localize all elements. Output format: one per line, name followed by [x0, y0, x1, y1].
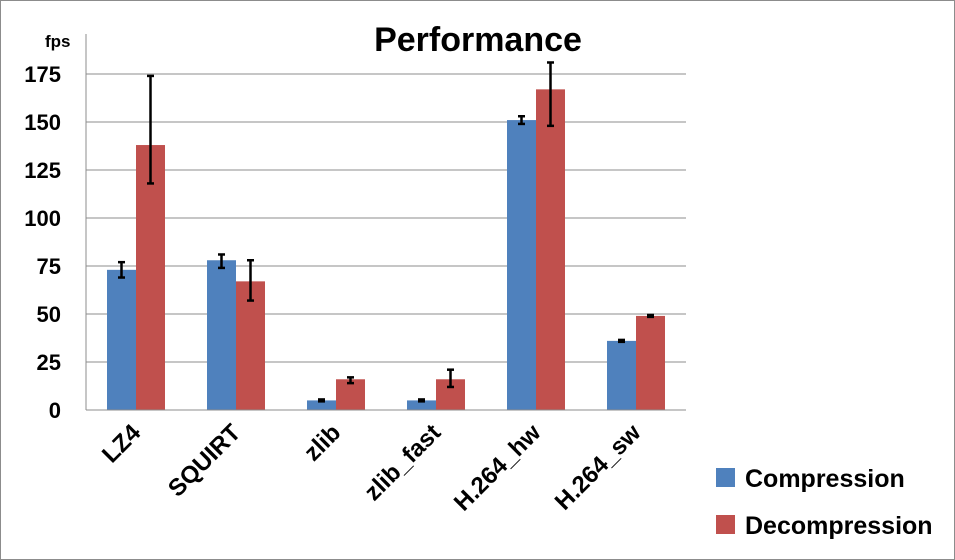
bar-compression-h-264-hw	[507, 120, 536, 410]
y-tick-label: 50	[37, 302, 61, 327]
y-tick-label: 150	[24, 110, 61, 135]
x-category-label: zlib_fast	[359, 419, 446, 506]
y-tick-label: 75	[37, 254, 61, 279]
y-tick-label: 125	[24, 158, 61, 183]
legend-label-compression: Compression	[745, 465, 905, 493]
error-bars	[118, 61, 654, 403]
y-tick-label: 100	[24, 206, 61, 231]
bar-decompression-h-264-sw	[636, 315, 665, 410]
axes	[85, 34, 686, 411]
bar-compression-zlib	[307, 400, 336, 410]
bar-decompression-zlib	[336, 379, 365, 410]
y-tick-label: 25	[37, 350, 61, 375]
bar-decompression-lz4	[136, 145, 165, 411]
y-tick-label: 0	[49, 398, 61, 423]
y-tick-label: 175	[24, 62, 61, 87]
x-category-label: LZ4	[97, 419, 147, 469]
legend-swatch-compression	[716, 468, 735, 487]
legend-label-decompression: Decompression	[745, 512, 933, 540]
bars	[107, 89, 665, 411]
chart-title: Performance	[374, 21, 582, 59]
x-category-label: SQUIRT	[163, 419, 246, 502]
x-category-label: zlib	[299, 419, 346, 466]
bar-compression-zlib-fast	[407, 400, 436, 410]
x-category-label: H.264_hw	[449, 419, 547, 517]
gridlines	[86, 73, 686, 363]
bar-decompression-h-264-hw	[536, 89, 565, 411]
bar-compression-h-264-sw	[607, 340, 636, 410]
bar-compression-lz4	[107, 269, 136, 410]
legend-swatch-decompression	[716, 515, 735, 534]
bar-compression-squirt	[207, 260, 236, 410]
bar-decompression-squirt	[236, 281, 265, 410]
y-axis-unit: fps	[45, 32, 71, 51]
x-category-label: H.264_sw	[550, 419, 647, 516]
legend: Compression Decompression	[716, 465, 933, 540]
